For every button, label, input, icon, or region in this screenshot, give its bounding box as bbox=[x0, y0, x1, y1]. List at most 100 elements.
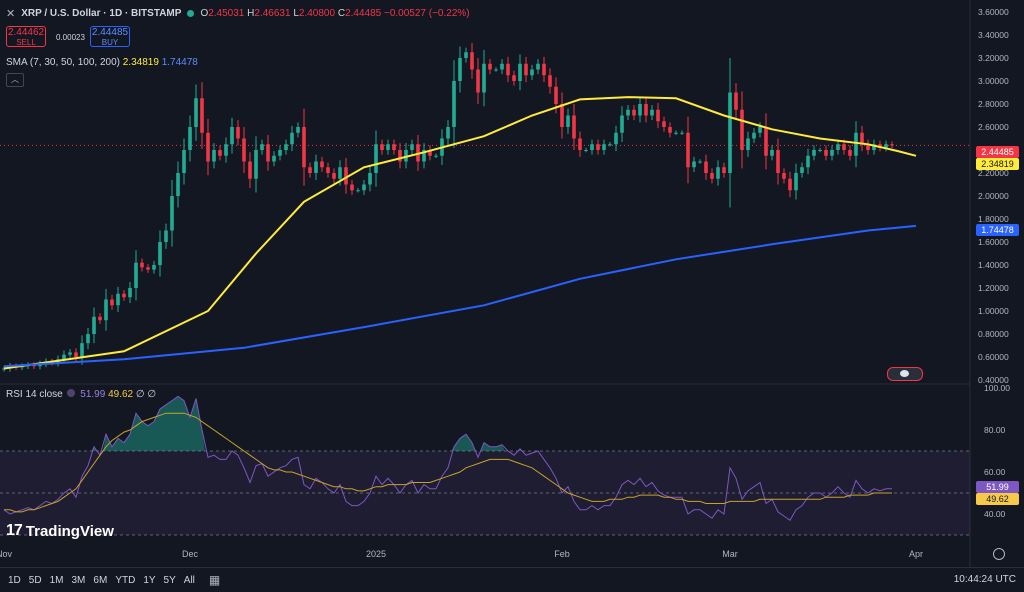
price-tick-label: 0.60000 bbox=[978, 352, 1009, 362]
candle-body bbox=[602, 144, 606, 150]
candle-body bbox=[368, 173, 372, 185]
candle-body bbox=[176, 173, 180, 196]
price-tick-label: 3.00000 bbox=[978, 76, 1009, 86]
candle-body bbox=[128, 288, 132, 298]
candle-body bbox=[314, 161, 318, 173]
sma-short-label: 2.34819 bbox=[976, 158, 1019, 170]
candle-body bbox=[458, 58, 462, 81]
tf-5d[interactable]: 5D bbox=[28, 574, 42, 586]
low-value: 2.40800 bbox=[298, 7, 336, 19]
candle-body bbox=[818, 150, 822, 151]
candle-body bbox=[410, 144, 414, 150]
candle-body bbox=[800, 167, 804, 173]
rsi-ma-legend-value: 49.62 bbox=[108, 389, 134, 400]
candle-body bbox=[236, 127, 240, 139]
candle-body bbox=[32, 365, 36, 367]
candle-body bbox=[836, 144, 840, 150]
candle-body bbox=[200, 98, 204, 133]
candle-body bbox=[80, 343, 84, 357]
candle-body bbox=[302, 127, 306, 168]
candle-body bbox=[98, 316, 102, 321]
tf-3m[interactable]: 3M bbox=[71, 574, 86, 586]
collapse-legend-icon[interactable]: ︿ bbox=[6, 73, 24, 87]
candle-body bbox=[740, 109, 744, 150]
candle-body bbox=[308, 167, 312, 173]
candle-body bbox=[878, 144, 882, 148]
tf-ytd[interactable]: YTD bbox=[115, 574, 136, 586]
candle-body bbox=[662, 121, 666, 127]
buy-button[interactable]: 2.44485 BUY bbox=[90, 26, 130, 47]
candle-body bbox=[530, 69, 534, 76]
candle-body bbox=[758, 127, 762, 133]
candle-body bbox=[680, 132, 684, 134]
price-tick-label: 2.00000 bbox=[978, 191, 1009, 201]
candle-body bbox=[536, 63, 540, 70]
candle-body bbox=[500, 63, 504, 70]
candle-body bbox=[674, 132, 678, 134]
change-value: −0.00527 (−0.22%) bbox=[384, 7, 470, 19]
candle-body bbox=[380, 144, 384, 150]
candle-body bbox=[590, 144, 594, 150]
rsi-tick-label: 80.00 bbox=[984, 425, 1006, 435]
candle-body bbox=[512, 75, 516, 81]
candle-body bbox=[254, 150, 258, 179]
time-axis-label: Feb bbox=[554, 549, 570, 559]
candle-body bbox=[146, 267, 150, 270]
candle-body bbox=[782, 173, 786, 179]
tf-1y[interactable]: 1Y bbox=[143, 574, 156, 586]
ohlc-values: O2.45031 H2.46631 L2.40800 C2.44485 −0.0… bbox=[200, 7, 470, 19]
tf-5y[interactable]: 5Y bbox=[163, 574, 176, 586]
tf-6m[interactable]: 6M bbox=[93, 574, 108, 586]
candle-body bbox=[566, 115, 570, 127]
chart-canvas[interactable]: 3.60000 3.40000 3.20000 3.00000 2.80000 2.600… bbox=[0, 0, 1024, 567]
candle-body bbox=[734, 92, 738, 110]
spread-value: 0.00023 bbox=[56, 33, 85, 42]
candle-body bbox=[344, 167, 348, 185]
candle-body bbox=[356, 190, 360, 192]
price-tick-label: 2.60000 bbox=[978, 122, 1009, 132]
tf-1d[interactable]: 1D bbox=[8, 574, 21, 586]
settings-gear-icon[interactable] bbox=[993, 548, 1005, 560]
open-value: 2.45031 bbox=[208, 7, 245, 19]
date-range-icon[interactable]: ▦ bbox=[208, 573, 221, 587]
candle-body bbox=[194, 98, 198, 127]
sma-long-value: 1.74478 bbox=[161, 57, 198, 68]
candle-body bbox=[728, 92, 732, 173]
candle-body bbox=[446, 127, 450, 139]
symbol-title[interactable]: XRP / U.S. Dollar · 1D · BITSTAMP bbox=[21, 7, 182, 19]
time-axis-label: Nov bbox=[0, 549, 12, 559]
candle-body bbox=[230, 127, 234, 145]
candle-body bbox=[2, 368, 6, 370]
price-tick-label: 3.40000 bbox=[978, 30, 1009, 40]
candle-body bbox=[548, 75, 552, 87]
candle-body bbox=[848, 150, 852, 156]
last-price-label: 2.44485 bbox=[976, 146, 1019, 158]
candle-body bbox=[404, 150, 408, 162]
candle-body bbox=[746, 138, 750, 150]
candle-body bbox=[278, 150, 282, 156]
candle-body bbox=[476, 69, 480, 93]
candle-body bbox=[632, 109, 636, 116]
candle-body bbox=[698, 161, 702, 163]
tradingview-logo[interactable]: 17 TradingView bbox=[6, 522, 114, 540]
utc-clock[interactable]: 10:44:24 UTC bbox=[953, 574, 1016, 585]
candle-body bbox=[290, 132, 294, 145]
candle-body bbox=[332, 173, 336, 179]
tf-all[interactable]: All bbox=[183, 574, 195, 586]
close-symbol-icon[interactable]: ✕ bbox=[6, 7, 16, 20]
sma-legend[interactable]: SMA (7, 30, 50, 100, 200) 2.34819 1.7447… bbox=[6, 57, 198, 68]
candle-body bbox=[62, 354, 66, 360]
sma-long-label: 1.74478 bbox=[976, 224, 1019, 236]
tradingview-logo-icon: 17 bbox=[6, 522, 23, 539]
rsi-ma-label: 49.62 bbox=[976, 493, 1019, 505]
candle-body bbox=[320, 161, 324, 168]
candle-body bbox=[668, 127, 672, 133]
price-tick-label: 2.20000 bbox=[978, 168, 1009, 178]
candle-body bbox=[350, 184, 354, 191]
rsi-legend[interactable]: RSI 14 close 51.99 49.62 ∅ ∅ bbox=[6, 389, 157, 400]
sell-button[interactable]: 2.44462 SELL bbox=[6, 26, 46, 47]
candle-body bbox=[326, 167, 330, 173]
bottom-toolbar: 1D 5D 1M 3M 6M YTD 1Y 5Y All ▦ 10:44:24 … bbox=[0, 567, 1024, 592]
tf-1m[interactable]: 1M bbox=[49, 574, 64, 586]
events-flag-icon[interactable] bbox=[887, 367, 923, 381]
